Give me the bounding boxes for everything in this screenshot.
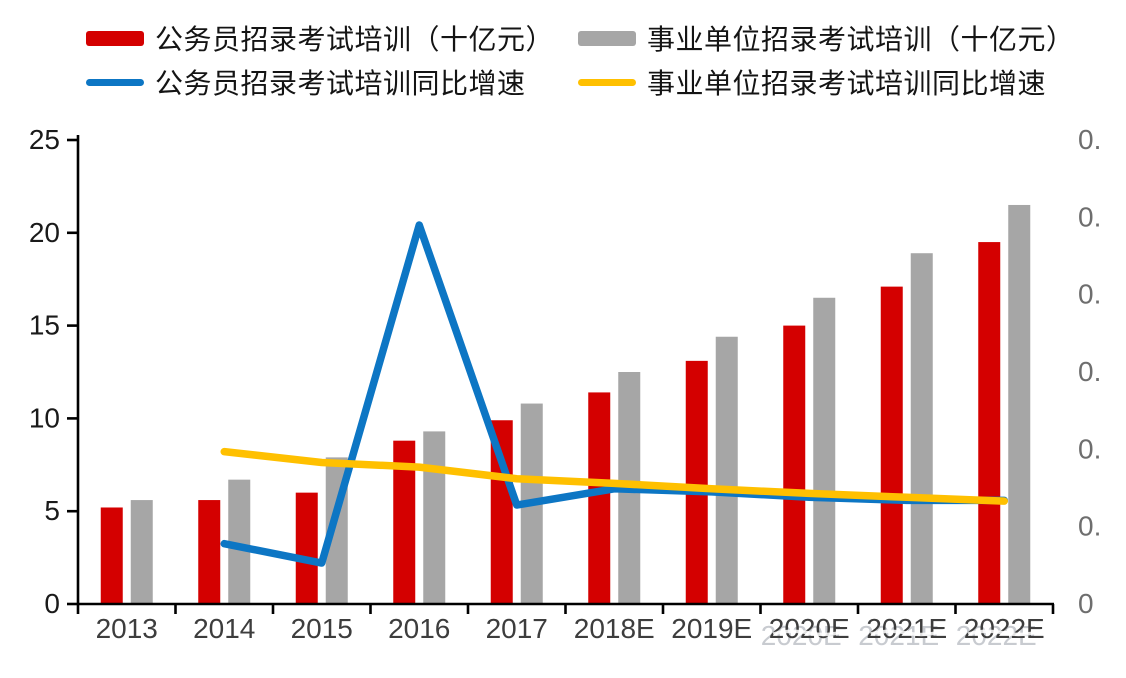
x-tick-label: 2016 — [388, 613, 450, 644]
x-axis-labels: 2013 2014 2015 2016 2017 2018E 2019E 2020E2020E… — [96, 613, 1045, 651]
x-tick-label: 2019E — [671, 613, 752, 644]
x-tick-label: 2020E — [769, 613, 850, 644]
y-left-tick-label: 15 — [29, 310, 60, 341]
y-right-tick-label: 0. — [1078, 433, 1101, 464]
y-left-tick-label: 25 — [29, 124, 60, 155]
legend-bar-swatch-icon — [86, 30, 144, 46]
bar-2016 — [393, 440, 416, 604]
legend-item-0: 公务员招录考试培训（十亿元） — [86, 22, 578, 56]
y-axis-right-ticks: 0. 0. 0. 0. 0. 0. 0 — [1078, 124, 1101, 619]
x-tick-label: 2018E — [574, 613, 655, 644]
bar-2017 — [490, 420, 513, 604]
x-tick-label: 2015 — [291, 613, 353, 644]
x-axis-ticks — [76, 604, 1055, 614]
legend-label: 公务员招录考试培训（十亿元） — [155, 25, 555, 56]
bar-2022E — [978, 242, 1001, 604]
legend-item-1: 事业单位招录考试培训（十亿元） — [578, 22, 1096, 56]
x-tick-label: 2014 — [193, 613, 255, 644]
legend-line-swatch-icon — [578, 78, 636, 86]
y-right-tick-label: 0. — [1078, 124, 1101, 155]
y-right-tick-label: 0. — [1078, 356, 1101, 387]
y-right-tick-label: 0. — [1078, 279, 1101, 310]
bar-2022E — [1008, 204, 1031, 604]
bar-2021E — [910, 253, 933, 604]
legend-item-3: 事业单位招录考试培训同比增速 — [578, 66, 1096, 100]
bar-2014 — [198, 500, 221, 604]
bar-2013 — [100, 507, 123, 604]
y-right-tick-label: 0. — [1078, 511, 1101, 542]
axes — [76, 135, 1054, 606]
bar-2021E — [880, 286, 903, 604]
bar-2020E — [783, 325, 806, 604]
legend-label: 事业单位招录考试培训同比增速 — [647, 69, 1047, 100]
legend-label: 事业单位招录考试培训（十亿元） — [647, 25, 1075, 56]
civil-servant-bars — [100, 242, 1001, 604]
x-tick-label: 2021E — [866, 613, 947, 644]
y-left-tick-label: 5 — [44, 495, 60, 526]
bar-2013 — [130, 500, 153, 604]
y-left-tick-label: 20 — [29, 217, 60, 248]
y-left-tick-label: 10 — [29, 402, 60, 433]
x-tick-label: 2017 — [486, 613, 548, 644]
legend-item-2: 公务员招录考试培训同比增速 — [86, 66, 578, 100]
y-right-tick-label: 0 — [1078, 588, 1094, 619]
bar-2016 — [423, 431, 446, 604]
bar-2019E — [715, 336, 738, 604]
bar-2015 — [295, 492, 318, 604]
x-tick-label: 2022E — [964, 613, 1045, 644]
x-tick-label: 2013 — [96, 613, 158, 644]
legend-bar-swatch-icon — [578, 30, 636, 46]
bar-2019E — [685, 360, 708, 604]
bar-2020E — [813, 297, 836, 604]
bar-2018E — [588, 392, 611, 604]
legend-label: 公务员招录考试培训同比增速 — [155, 69, 526, 100]
watermark-artifact — [870, 628, 948, 637]
watermark-artifact — [967, 628, 1045, 637]
y-axis-left-ticks: 0 5 10 15 20 25 — [29, 124, 78, 619]
legend: 公务员招录考试培训（十亿元） 事业单位招录考试培训（十亿元） 公务员招录考试培训同比… — [86, 22, 1096, 100]
legend-line-swatch-icon — [86, 78, 144, 86]
y-left-tick-label: 0 — [44, 588, 60, 619]
watermark-artifact — [772, 628, 850, 637]
bar-2014 — [228, 479, 251, 604]
y-right-tick-label: 0. — [1078, 201, 1101, 232]
institution-growth-line — [220, 447, 1008, 505]
